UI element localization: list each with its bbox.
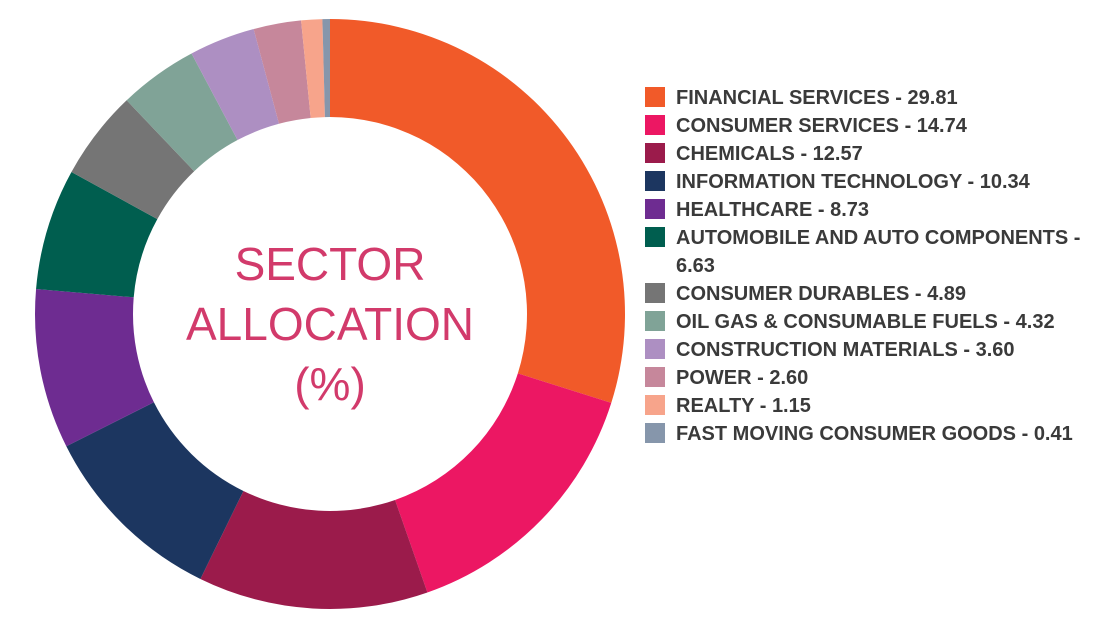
legend-value: 1.15 bbox=[754, 395, 811, 417]
legend-text: CONSTRUCTION MATERIALS3.60 bbox=[676, 336, 1015, 364]
legend-label: FINANCIAL SERVICES bbox=[676, 87, 890, 109]
legend-swatch bbox=[645, 367, 665, 387]
legend-value: 8.73 bbox=[812, 199, 869, 221]
chart-title: SECTOR ALLOCATION (%) bbox=[186, 238, 474, 410]
slice bbox=[322, 19, 330, 118]
legend-text: POWER2.60 bbox=[676, 364, 808, 392]
legend-swatch bbox=[645, 339, 665, 359]
legend-value: 0.41 bbox=[1016, 423, 1073, 445]
legend-label: CONSTRUCTION MATERIALS bbox=[676, 339, 958, 361]
legend-item: POWER2.60 bbox=[645, 364, 1113, 392]
slice bbox=[253, 20, 311, 124]
legend-item: CONSUMER DURABLES4.89 bbox=[645, 280, 1113, 308]
legend-value: 29.81 bbox=[890, 87, 958, 109]
slice bbox=[200, 490, 428, 609]
legend-text: HEALTHCARE8.73 bbox=[676, 196, 869, 224]
legend-item: CONSTRUCTION MATERIALS3.60 bbox=[645, 336, 1113, 364]
legend-item: INFORMATION TECHNOLOGY10.34 bbox=[645, 168, 1113, 196]
legend-text: FAST MOVING CONSUMER GOODS0.41 bbox=[676, 420, 1073, 448]
slice bbox=[71, 100, 195, 220]
legend-label: CONSUMER SERVICES bbox=[676, 115, 900, 137]
legend-text: OIL GAS & CONSUMABLE FUELS4.32 bbox=[676, 308, 1055, 336]
legend-text: REALTY1.15 bbox=[676, 392, 811, 420]
legend-label: CONSUMER DURABLES bbox=[676, 283, 910, 305]
legend-text: CONSUMER SERVICES14.74 bbox=[676, 112, 967, 140]
legend-text: CONSUMER DURABLES4.89 bbox=[676, 280, 966, 308]
legend-label: AUTOMOBILE AND AUTO COMPONENTS bbox=[676, 227, 1069, 249]
legend-label: HEALTHCARE bbox=[676, 199, 813, 221]
slice bbox=[395, 373, 612, 593]
legend-value: 4.89 bbox=[909, 283, 966, 305]
legend-label: POWER bbox=[676, 367, 752, 389]
legend-swatch bbox=[645, 199, 665, 219]
slice bbox=[126, 53, 238, 172]
slice bbox=[191, 29, 279, 141]
legend-value: 10.34 bbox=[962, 171, 1030, 193]
legend-text: AUTOMOBILE AND AUTO COMPONENTS6.63 bbox=[676, 224, 1113, 280]
slice bbox=[301, 19, 325, 118]
slice bbox=[36, 171, 158, 298]
legend-value: 14.74 bbox=[899, 115, 967, 137]
legend-item: CONSUMER SERVICES14.74 bbox=[645, 112, 1113, 140]
legend-text: FINANCIAL SERVICES29.81 bbox=[676, 84, 958, 112]
slice bbox=[66, 402, 244, 579]
legend-swatch bbox=[645, 395, 665, 415]
legend-swatch bbox=[645, 143, 665, 163]
legend-item: OIL GAS & CONSUMABLE FUELS4.32 bbox=[645, 308, 1113, 336]
legend-label: OIL GAS & CONSUMABLE FUELS bbox=[676, 311, 998, 333]
slice bbox=[34, 289, 154, 447]
legend-value: 4.32 bbox=[998, 311, 1055, 333]
legend-item: FINANCIAL SERVICES29.81 bbox=[645, 84, 1113, 112]
legend-item: CHEMICALS12.57 bbox=[645, 140, 1113, 168]
legend-item: AUTOMOBILE AND AUTO COMPONENTS6.63 bbox=[645, 224, 1113, 280]
legend-swatch bbox=[645, 171, 665, 191]
legend-item: HEALTHCARE8.73 bbox=[645, 196, 1113, 224]
legend-label: INFORMATION TECHNOLOGY bbox=[676, 171, 962, 193]
legend-swatch bbox=[645, 87, 665, 107]
legend-swatch bbox=[645, 311, 665, 331]
legend-item: REALTY1.15 bbox=[645, 392, 1113, 420]
legend-swatch bbox=[645, 283, 665, 303]
legend-value: 12.57 bbox=[795, 143, 863, 165]
legend-swatch bbox=[645, 227, 665, 247]
legend-value: 3.60 bbox=[958, 339, 1015, 361]
legend-item: FAST MOVING CONSUMER GOODS0.41 bbox=[645, 420, 1113, 448]
chart bbox=[34, 19, 626, 609]
legend-label: REALTY bbox=[676, 395, 755, 417]
legend-swatch bbox=[645, 423, 665, 443]
legend-text: INFORMATION TECHNOLOGY10.34 bbox=[676, 168, 1030, 196]
legend-label: CHEMICALS bbox=[676, 143, 795, 165]
legend-swatch bbox=[645, 115, 665, 135]
slice bbox=[330, 19, 626, 403]
legend-label: FAST MOVING CONSUMER GOODS bbox=[676, 423, 1017, 445]
legend-text: CHEMICALS12.57 bbox=[676, 140, 863, 168]
legend-value: 2.60 bbox=[752, 367, 809, 389]
